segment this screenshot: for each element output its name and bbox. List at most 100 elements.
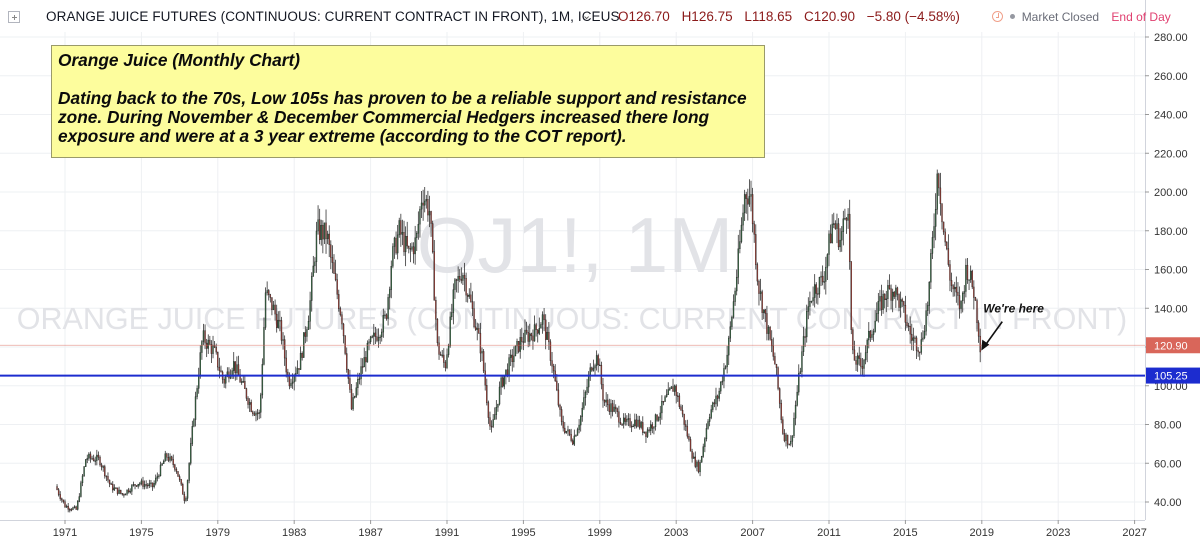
candle-body — [444, 362, 447, 368]
candle-body — [503, 376, 505, 387]
candle-body — [490, 425, 493, 428]
expand-legend-icon[interactable] — [8, 11, 20, 23]
candle-body — [481, 351, 483, 354]
candle-body — [540, 324, 542, 329]
candle-body — [751, 194, 754, 225]
candle-body — [737, 248, 739, 278]
candle-body — [915, 337, 918, 351]
candle-body — [630, 425, 633, 428]
candle-body — [212, 345, 214, 354]
candle-body — [135, 485, 138, 487]
candle-body — [369, 336, 372, 343]
candle-body — [186, 480, 189, 499]
candle-body — [409, 248, 412, 250]
candle-body — [541, 314, 544, 325]
candle-body — [126, 489, 128, 495]
chevron-down-icon[interactable]: ⌄ — [582, 10, 592, 22]
x-tick-label: 1999 — [588, 527, 612, 539]
price-axis[interactable]: 40.0060.0080.00100.00120.00140.00160.001… — [1145, 0, 1200, 545]
candle-body — [147, 484, 149, 487]
watermark-ticker: OJ1!, 1M — [417, 201, 733, 289]
annotation-note[interactable]: Orange Juice (Monthly Chart) Dating back… — [51, 45, 765, 158]
callout-arrowhead-icon — [981, 339, 990, 351]
x-tick-label: 2007 — [740, 527, 764, 539]
symbol-title[interactable]: ORANGE JUICE FUTURES (CONTINUOUS: CURREN… — [46, 9, 620, 24]
candle-body — [256, 412, 259, 415]
candle-body — [198, 375, 200, 389]
price-lines — [0, 344, 1145, 377]
candle-body — [793, 418, 795, 436]
candle-body — [592, 367, 595, 371]
candle-body — [482, 351, 485, 372]
candle-body — [333, 262, 335, 274]
candle-body — [91, 457, 93, 460]
candle-body — [511, 354, 513, 363]
candle-body — [619, 422, 622, 425]
candle-body — [899, 299, 902, 308]
candle-body — [942, 221, 945, 233]
candle-body — [355, 387, 357, 397]
candle-body — [664, 396, 666, 402]
candle-body — [780, 403, 782, 420]
candle-body — [955, 286, 958, 293]
candle-body — [817, 293, 819, 295]
candle-body — [280, 320, 283, 341]
candle-body — [271, 297, 273, 311]
candle-body — [708, 417, 711, 422]
candle-body — [353, 396, 356, 398]
candle-body — [907, 325, 910, 327]
candle-body — [906, 322, 908, 326]
candle-body — [949, 264, 951, 281]
candle-body — [809, 301, 811, 307]
candle-body — [798, 373, 800, 393]
time-axis[interactable]: 1971 1975 1979 1983 1987 1991 1995 1999 2003 2007… — [0, 520, 1147, 545]
candle-body — [277, 319, 279, 328]
candle-body — [350, 389, 353, 410]
candle-body — [903, 301, 905, 306]
candle-body — [174, 464, 176, 470]
candle-body — [424, 200, 426, 206]
candle-body — [447, 345, 450, 355]
candle-body — [863, 359, 865, 369]
candle-body — [401, 232, 404, 235]
candle-body — [845, 218, 848, 221]
candle-body — [196, 388, 198, 397]
candle-body — [143, 484, 146, 487]
candle-body — [282, 339, 284, 341]
candle-body — [497, 403, 499, 408]
candle-body — [667, 389, 669, 395]
candle-body — [689, 439, 692, 452]
x-tick-label: 2015 — [893, 527, 917, 539]
candle-body — [170, 456, 173, 460]
candle-body — [739, 241, 741, 250]
candle-body — [750, 194, 752, 197]
candle-body — [952, 285, 954, 290]
candle-body — [476, 328, 478, 330]
candle-body — [479, 332, 482, 354]
candle-body — [616, 408, 619, 412]
candle-body — [75, 506, 77, 510]
candle-body — [962, 293, 964, 302]
candle-body — [836, 223, 838, 229]
candle-body — [299, 352, 302, 370]
candle-body — [914, 337, 916, 339]
end-of-day-label[interactable]: End of Day — [1111, 10, 1171, 24]
candle-body — [346, 353, 348, 370]
candle-body — [470, 294, 472, 302]
candle-body — [969, 270, 972, 280]
candle-body — [802, 336, 805, 352]
x-tick-label: 2027 — [1122, 527, 1146, 539]
candle-body — [400, 220, 402, 235]
candle-body — [486, 385, 488, 403]
candle-body — [896, 287, 899, 295]
candle-body — [570, 434, 572, 441]
ohlc-open: O126.70 — [618, 9, 670, 24]
candle-body — [89, 453, 92, 459]
candle-body — [638, 419, 641, 428]
candle-body — [936, 173, 938, 210]
candle-body — [115, 487, 117, 490]
candle-body — [535, 324, 537, 331]
candle-body — [210, 343, 213, 354]
candle-body — [756, 264, 759, 282]
